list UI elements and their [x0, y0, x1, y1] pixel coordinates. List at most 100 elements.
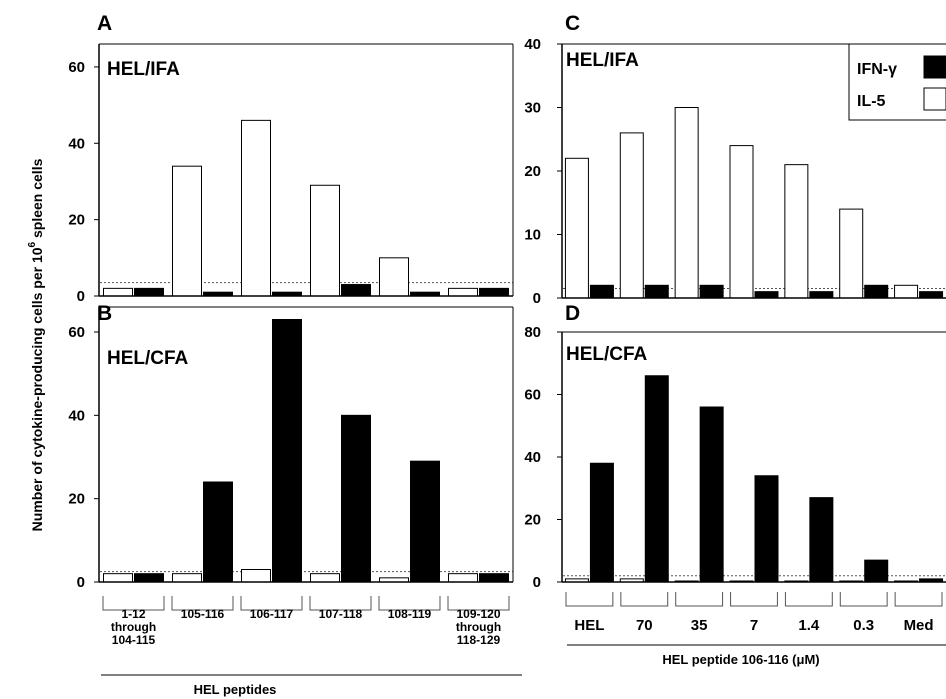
bar-il5 [729, 145, 754, 299]
legend: IFN-γ IL-5 [848, 43, 946, 121]
bar-il5 [784, 164, 809, 299]
legend-swatch-il5 [923, 87, 946, 111]
bar-ifn [134, 573, 164, 583]
y-tick-label: 20 [524, 163, 541, 180]
panel-letter: D [565, 302, 580, 325]
bar-il5 [379, 257, 409, 297]
labels: 0 20 40 60 A HEL/IFA 0 20 40 60 B HEL/CFA 1-12 throug… [68, 12, 933, 697]
bar-il5 [619, 132, 644, 299]
category-bracket [730, 592, 778, 607]
bar-ifn [864, 559, 889, 583]
y-tick-label: 80 [524, 324, 541, 341]
y-tick-label: 40 [68, 135, 85, 152]
bar-ifn [809, 291, 834, 299]
category-label: HEL [574, 617, 604, 634]
bar-il5 [172, 573, 202, 583]
category-bracket [447, 596, 510, 611]
legend-label-il5: IL-5 [857, 93, 886, 110]
category-label: 70 [636, 617, 653, 634]
axes [94, 43, 946, 676]
category-bracket [565, 592, 614, 607]
bar-ifn [589, 462, 614, 583]
y-tick-label: 20 [68, 212, 85, 229]
y-tick-label: 0 [77, 574, 85, 591]
y-tick-label: 40 [524, 449, 541, 466]
legend-swatch-ifn [923, 55, 946, 79]
category-bracket [102, 596, 165, 611]
panel-letter: B [97, 302, 112, 325]
panel-letter: C [565, 12, 580, 35]
bar-il5 [448, 573, 478, 583]
bar-ifn [341, 414, 371, 583]
category-bracket [839, 592, 888, 607]
category-bracket [675, 592, 724, 607]
y-tick-label: 60 [68, 59, 85, 76]
panel-condition: HEL/IFA [566, 50, 639, 71]
category-label: 7 [750, 617, 758, 634]
bar-ifn [341, 284, 371, 297]
panel-condition: HEL/IFA [107, 59, 180, 80]
bar-ifn [864, 284, 889, 299]
category-bracket [240, 596, 303, 611]
category-label: 35 [691, 617, 708, 634]
category-label: 1-12 through 104-115 [111, 607, 156, 647]
bar-ifn [479, 287, 509, 297]
bar-ifn [410, 460, 440, 583]
category-bracket [378, 596, 441, 611]
bar-ifn [134, 287, 164, 297]
bar-il5 [241, 569, 271, 583]
bar-il5 [241, 119, 271, 297]
bar-il5 [310, 573, 340, 583]
bar-ifn [919, 291, 944, 299]
y-tick-label: 60 [68, 324, 85, 341]
y-tick-label: 0 [77, 288, 85, 305]
bar-ifn [272, 319, 302, 583]
bar-il5 [839, 208, 864, 299]
category-bracket [894, 592, 943, 607]
category-label: Med [904, 617, 934, 634]
y-tick-label: 0 [533, 574, 541, 591]
y-tick-label: 0 [533, 290, 541, 307]
category-bracket [620, 592, 669, 607]
bar-ifn [479, 573, 509, 583]
y-tick-label: 10 [524, 227, 541, 244]
bar-il5 [448, 287, 478, 297]
bar-il5 [103, 573, 133, 583]
bar-ifn [699, 406, 724, 583]
bar-ifn [203, 481, 233, 583]
category-label: 108-119 [388, 607, 432, 621]
panel-condition: HEL/CFA [566, 344, 648, 365]
category-label: 105-116 [181, 607, 225, 621]
y-tick-label: 40 [524, 36, 541, 53]
bar-ifn [754, 475, 779, 583]
bar-ifn [809, 497, 834, 583]
bar-il5 [310, 184, 340, 297]
category-bracket [171, 596, 234, 611]
panel-condition: HEL/CFA [107, 348, 189, 369]
category-label: 106-117 [250, 607, 294, 621]
category-bracket [784, 592, 833, 607]
bar-ifn [644, 284, 669, 299]
category-label: 0.3 [853, 617, 874, 634]
category-bracket [309, 596, 372, 611]
bar-il5 [674, 107, 699, 299]
bar-il5 [172, 165, 202, 297]
y-tick-label: 60 [524, 387, 541, 404]
category-label: 109-120 through 118-129 [456, 607, 501, 647]
bar-ifn [589, 284, 614, 299]
y-tick-label: 20 [524, 512, 541, 529]
category-label: 1.4 [798, 617, 820, 634]
bar-ifn [699, 284, 724, 299]
bar-ifn [754, 291, 779, 299]
bar-il5 [564, 157, 589, 299]
x-axis-label: HEL peptide 106-116 (μM) [662, 652, 819, 667]
threshold-lines [100, 282, 946, 577]
x-axis-label: HEL peptides [194, 682, 277, 697]
bar-ifn [644, 375, 669, 583]
category-label: 107-118 [319, 607, 363, 621]
bar-il5 [103, 287, 133, 297]
bar-il5 [894, 284, 919, 299]
y-tick-label: 30 [524, 100, 541, 117]
panel-letter: A [97, 12, 112, 35]
